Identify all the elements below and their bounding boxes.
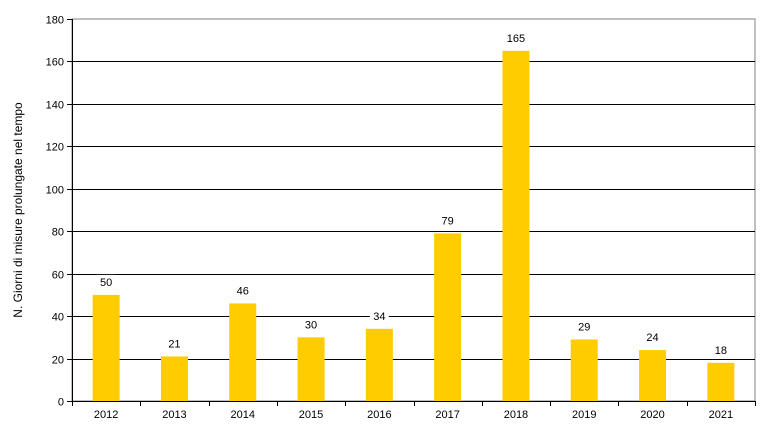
data-label-bg bbox=[369, 308, 389, 322]
data-label-bg bbox=[574, 319, 594, 333]
data-label-bg bbox=[164, 336, 184, 350]
data-label-bg bbox=[503, 30, 529, 44]
x-tick-label: 2017 bbox=[435, 409, 459, 421]
x-tick-label: 2013 bbox=[162, 409, 186, 421]
data-label: 165 bbox=[507, 33, 525, 45]
bar-2015 bbox=[297, 337, 325, 401]
data-label: 46 bbox=[237, 285, 249, 297]
bar-2012 bbox=[92, 294, 120, 401]
bar-2020 bbox=[639, 350, 667, 401]
x-tick-label: 2020 bbox=[640, 409, 664, 421]
data-label: 29 bbox=[578, 321, 590, 333]
y-axis-label: N. Giorni di misure prolungate nel tempo bbox=[11, 102, 25, 318]
y-tick-label: 60 bbox=[52, 270, 64, 282]
bar-2016 bbox=[365, 328, 393, 401]
y-tick-label: 120 bbox=[46, 142, 64, 154]
x-tick-label: 2021 bbox=[709, 409, 733, 421]
data-label-bg bbox=[233, 283, 253, 297]
data-label-bg bbox=[711, 342, 731, 356]
data-label: 50 bbox=[100, 277, 112, 289]
bar-2014 bbox=[229, 303, 257, 401]
data-label-bg bbox=[301, 317, 321, 331]
data-label: 24 bbox=[646, 332, 658, 344]
data-label: 79 bbox=[442, 215, 454, 227]
data-label: 21 bbox=[168, 338, 180, 350]
data-label: 34 bbox=[373, 311, 385, 323]
x-tick-label: 2019 bbox=[572, 409, 596, 421]
x-tick-label: 2014 bbox=[231, 409, 255, 421]
y-tick-label: 80 bbox=[52, 227, 64, 239]
x-tick-label: 2016 bbox=[367, 409, 391, 421]
y-tick-label: 160 bbox=[46, 57, 64, 69]
y-tick-label: 20 bbox=[52, 355, 64, 367]
bar-2021 bbox=[707, 362, 735, 401]
bar-2017 bbox=[434, 233, 462, 401]
bar-2013 bbox=[160, 356, 188, 401]
x-tick-label: 2018 bbox=[504, 409, 528, 421]
x-tick-label: 2012 bbox=[94, 409, 118, 421]
data-label-bg bbox=[643, 330, 663, 344]
y-tick-label: 180 bbox=[46, 15, 64, 27]
data-label: 30 bbox=[305, 319, 317, 331]
bar-2019 bbox=[570, 339, 598, 401]
data-label-bg bbox=[438, 213, 458, 227]
x-tick-label: 2015 bbox=[299, 409, 323, 421]
data-label: 18 bbox=[715, 345, 727, 357]
y-tick-label: 40 bbox=[52, 312, 64, 324]
y-tick-label: 140 bbox=[46, 100, 64, 112]
y-tick-label: 100 bbox=[46, 185, 64, 197]
bar-2018 bbox=[502, 50, 530, 401]
data-label-bg bbox=[96, 274, 116, 288]
y-tick-label: 0 bbox=[58, 397, 64, 409]
